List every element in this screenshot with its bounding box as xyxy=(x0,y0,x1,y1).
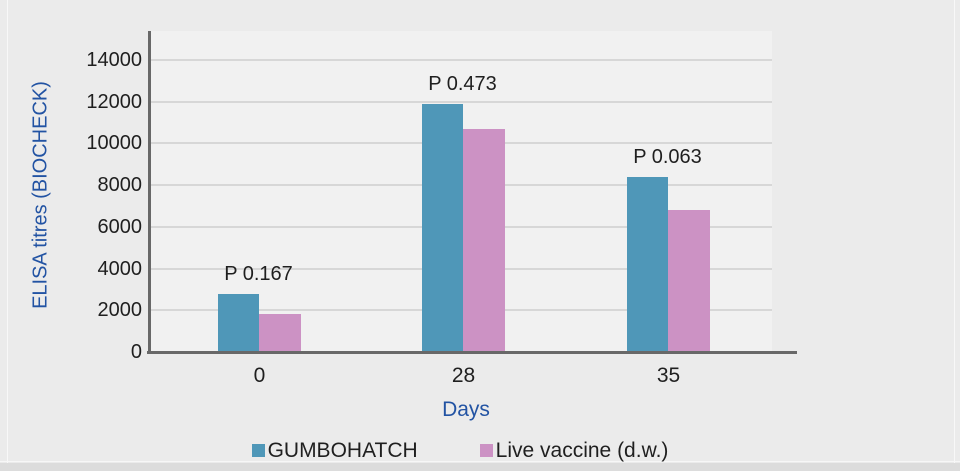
y-tick-label: 14000 xyxy=(86,49,142,71)
y-tick-label: 12000 xyxy=(86,90,142,113)
bottom-separator-line xyxy=(0,461,960,462)
p-value-label-day-35: P 0.063 xyxy=(633,145,702,168)
bar-gumbohatch-day-28 xyxy=(421,103,463,352)
legend-swatch-icon xyxy=(251,444,265,457)
y-tick-label: 0 xyxy=(130,341,142,363)
p-value-label-day-0: P 0.167 xyxy=(224,262,293,285)
y-axis-title: ELISA titres (BIOCHECK) xyxy=(29,81,52,309)
x-axis-title: Days xyxy=(442,398,490,421)
bar-live-vaccine-day-35 xyxy=(667,210,710,352)
x-axis-line xyxy=(147,351,797,354)
bar-live-vaccine-day-0 xyxy=(258,314,301,352)
legend: GUMBOHATCH Live vaccine (d.w.) xyxy=(0,440,940,461)
legend-label: GUMBOHATCH xyxy=(267,439,418,462)
gridline xyxy=(151,59,772,61)
legend-item-live-vaccine-d-w-: Live vaccine (d.w.) xyxy=(479,439,669,462)
x-tick-label-day-28: 28 xyxy=(451,364,476,387)
legend-label: Live vaccine (d.w.) xyxy=(495,439,669,462)
bar-gumbohatch-day-35 xyxy=(626,176,668,352)
y-axis-line xyxy=(148,31,151,354)
bar-live-vaccine-day-28 xyxy=(462,128,505,352)
right-frame-border xyxy=(954,0,955,471)
legend-item-gumbohatch: GUMBOHATCH xyxy=(251,439,418,462)
y-tick-label: 8000 xyxy=(97,174,143,197)
bottom-strip xyxy=(0,463,960,471)
x-tick-label-day-35: 35 xyxy=(656,364,681,387)
y-tick-label: 10000 xyxy=(86,132,142,155)
left-frame-border xyxy=(7,0,8,471)
x-tick-label-day-0: 0 xyxy=(253,364,266,387)
p-value-label-day-28: P 0.473 xyxy=(428,72,497,95)
y-tick-label: 2000 xyxy=(97,299,143,322)
legend-swatch-icon xyxy=(479,444,493,457)
y-tick-label: 6000 xyxy=(97,215,143,238)
y-tick-label: 4000 xyxy=(97,257,143,280)
gridline xyxy=(151,100,772,103)
bar-gumbohatch-day-0 xyxy=(217,293,259,352)
